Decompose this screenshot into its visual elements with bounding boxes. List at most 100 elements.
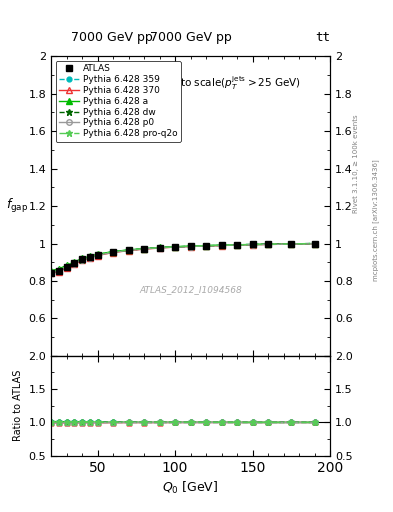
Pythia 6.428 a [219,242,224,248]
Pythia 6.428 dw [72,260,77,266]
Pythia 6.428 370 [88,254,92,261]
Pythia 6.428 370 [266,241,270,247]
Pythia 6.428 370 [173,244,178,250]
ATLAS [250,241,255,247]
Pythia 6.428 359 [111,249,116,255]
Pythia 6.428 pro-q2o [142,245,147,251]
Pythia 6.428 pro-q2o [266,241,270,247]
Pythia 6.428 a [235,242,239,248]
Text: Gap fraction vs  Veto scale($p_{T}^{\mathsf{jets}}>25$ GeV): Gap fraction vs Veto scale($p_{T}^{\math… [81,74,301,92]
Pythia 6.428 359 [235,242,239,248]
ATLAS [111,249,116,255]
Pythia 6.428 dw [49,269,53,275]
Pythia 6.428 359 [49,269,53,275]
Pythia 6.428 370 [64,265,69,271]
Pythia 6.428 dw [188,243,193,249]
ATLAS [266,241,270,247]
ATLAS [289,241,294,247]
Pythia 6.428 dw [219,242,224,248]
Pythia 6.428 p0 [64,264,69,270]
Pythia 6.428 370 [204,243,208,249]
Pythia 6.428 a [80,255,84,262]
ATLAS [219,242,224,248]
Pythia 6.428 a [57,266,61,272]
Text: 7000 GeV pp: 7000 GeV pp [150,31,231,44]
Pythia 6.428 370 [49,270,53,276]
Line: Pythia 6.428 p0: Pythia 6.428 p0 [48,241,318,275]
Pythia 6.428 pro-q2o [95,251,100,258]
Pythia 6.428 370 [219,243,224,249]
Pythia 6.428 a [64,262,69,268]
Pythia 6.428 p0 [219,242,224,248]
Pythia 6.428 dw [250,241,255,247]
Pythia 6.428 pro-q2o [250,241,255,247]
Pythia 6.428 p0 [126,247,131,253]
Pythia 6.428 p0 [188,243,193,249]
Pythia 6.428 370 [157,245,162,251]
Pythia 6.428 pro-q2o [204,243,208,249]
Pythia 6.428 359 [266,241,270,247]
Pythia 6.428 pro-q2o [173,244,178,250]
Pythia 6.428 p0 [80,257,84,263]
ATLAS [204,243,208,249]
Pythia 6.428 370 [289,241,294,247]
Pythia 6.428 359 [72,260,77,266]
Pythia 6.428 a [142,245,147,251]
Pythia 6.428 dw [266,241,270,247]
Pythia 6.428 p0 [49,270,53,276]
Pythia 6.428 359 [95,251,100,258]
ATLAS [72,260,77,266]
ATLAS [157,245,162,251]
Pythia 6.428 a [204,243,208,249]
Pythia 6.428 pro-q2o [235,242,239,248]
Pythia 6.428 359 [126,247,131,253]
Pythia 6.428 dw [235,242,239,248]
Pythia 6.428 a [111,248,116,254]
Pythia 6.428 370 [126,248,131,254]
Pythia 6.428 359 [312,241,317,247]
Pythia 6.428 dw [204,243,208,249]
Pythia 6.428 a [250,241,255,247]
Pythia 6.428 a [289,241,294,247]
Pythia 6.428 p0 [142,246,147,252]
Pythia 6.428 dw [80,257,84,263]
Pythia 6.428 a [157,244,162,250]
Pythia 6.428 dw [312,241,317,247]
Line: Pythia 6.428 pro-q2o: Pythia 6.428 pro-q2o [48,240,318,275]
ATLAS [88,254,92,260]
Text: ATLAS_2012_I1094568: ATLAS_2012_I1094568 [139,286,242,294]
Pythia 6.428 pro-q2o [188,243,193,249]
Pythia 6.428 370 [250,242,255,248]
Pythia 6.428 359 [80,256,84,262]
Pythia 6.428 p0 [235,242,239,248]
Pythia 6.428 a [88,253,92,259]
Pythia 6.428 359 [250,241,255,247]
Pythia 6.428 p0 [72,261,77,267]
Pythia 6.428 p0 [204,243,208,249]
Pythia 6.428 a [95,251,100,257]
Line: Pythia 6.428 dw: Pythia 6.428 dw [48,240,318,275]
Pythia 6.428 370 [312,241,317,247]
Pythia 6.428 370 [72,261,77,267]
Pythia 6.428 359 [157,245,162,251]
Pythia 6.428 359 [88,254,92,260]
Legend: ATLAS, Pythia 6.428 359, Pythia 6.428 370, Pythia 6.428 a, Pythia 6.428 dw, Pyth: ATLAS, Pythia 6.428 359, Pythia 6.428 37… [55,61,181,142]
Pythia 6.428 p0 [289,241,294,247]
Pythia 6.428 370 [235,242,239,248]
Pythia 6.428 370 [57,268,61,274]
Pythia 6.428 dw [111,249,116,255]
ATLAS [126,247,131,253]
Pythia 6.428 359 [57,267,61,273]
Pythia 6.428 a [312,241,317,247]
Line: Pythia 6.428 359: Pythia 6.428 359 [49,241,317,274]
ATLAS [57,268,61,274]
Pythia 6.428 p0 [157,245,162,251]
Pythia 6.428 370 [80,258,84,264]
Pythia 6.428 pro-q2o [111,249,116,255]
Pythia 6.428 359 [289,241,294,247]
Pythia 6.428 370 [188,243,193,249]
Pythia 6.428 p0 [173,244,178,250]
Pythia 6.428 pro-q2o [72,260,77,266]
Pythia 6.428 dw [126,247,131,253]
Pythia 6.428 a [266,241,270,247]
